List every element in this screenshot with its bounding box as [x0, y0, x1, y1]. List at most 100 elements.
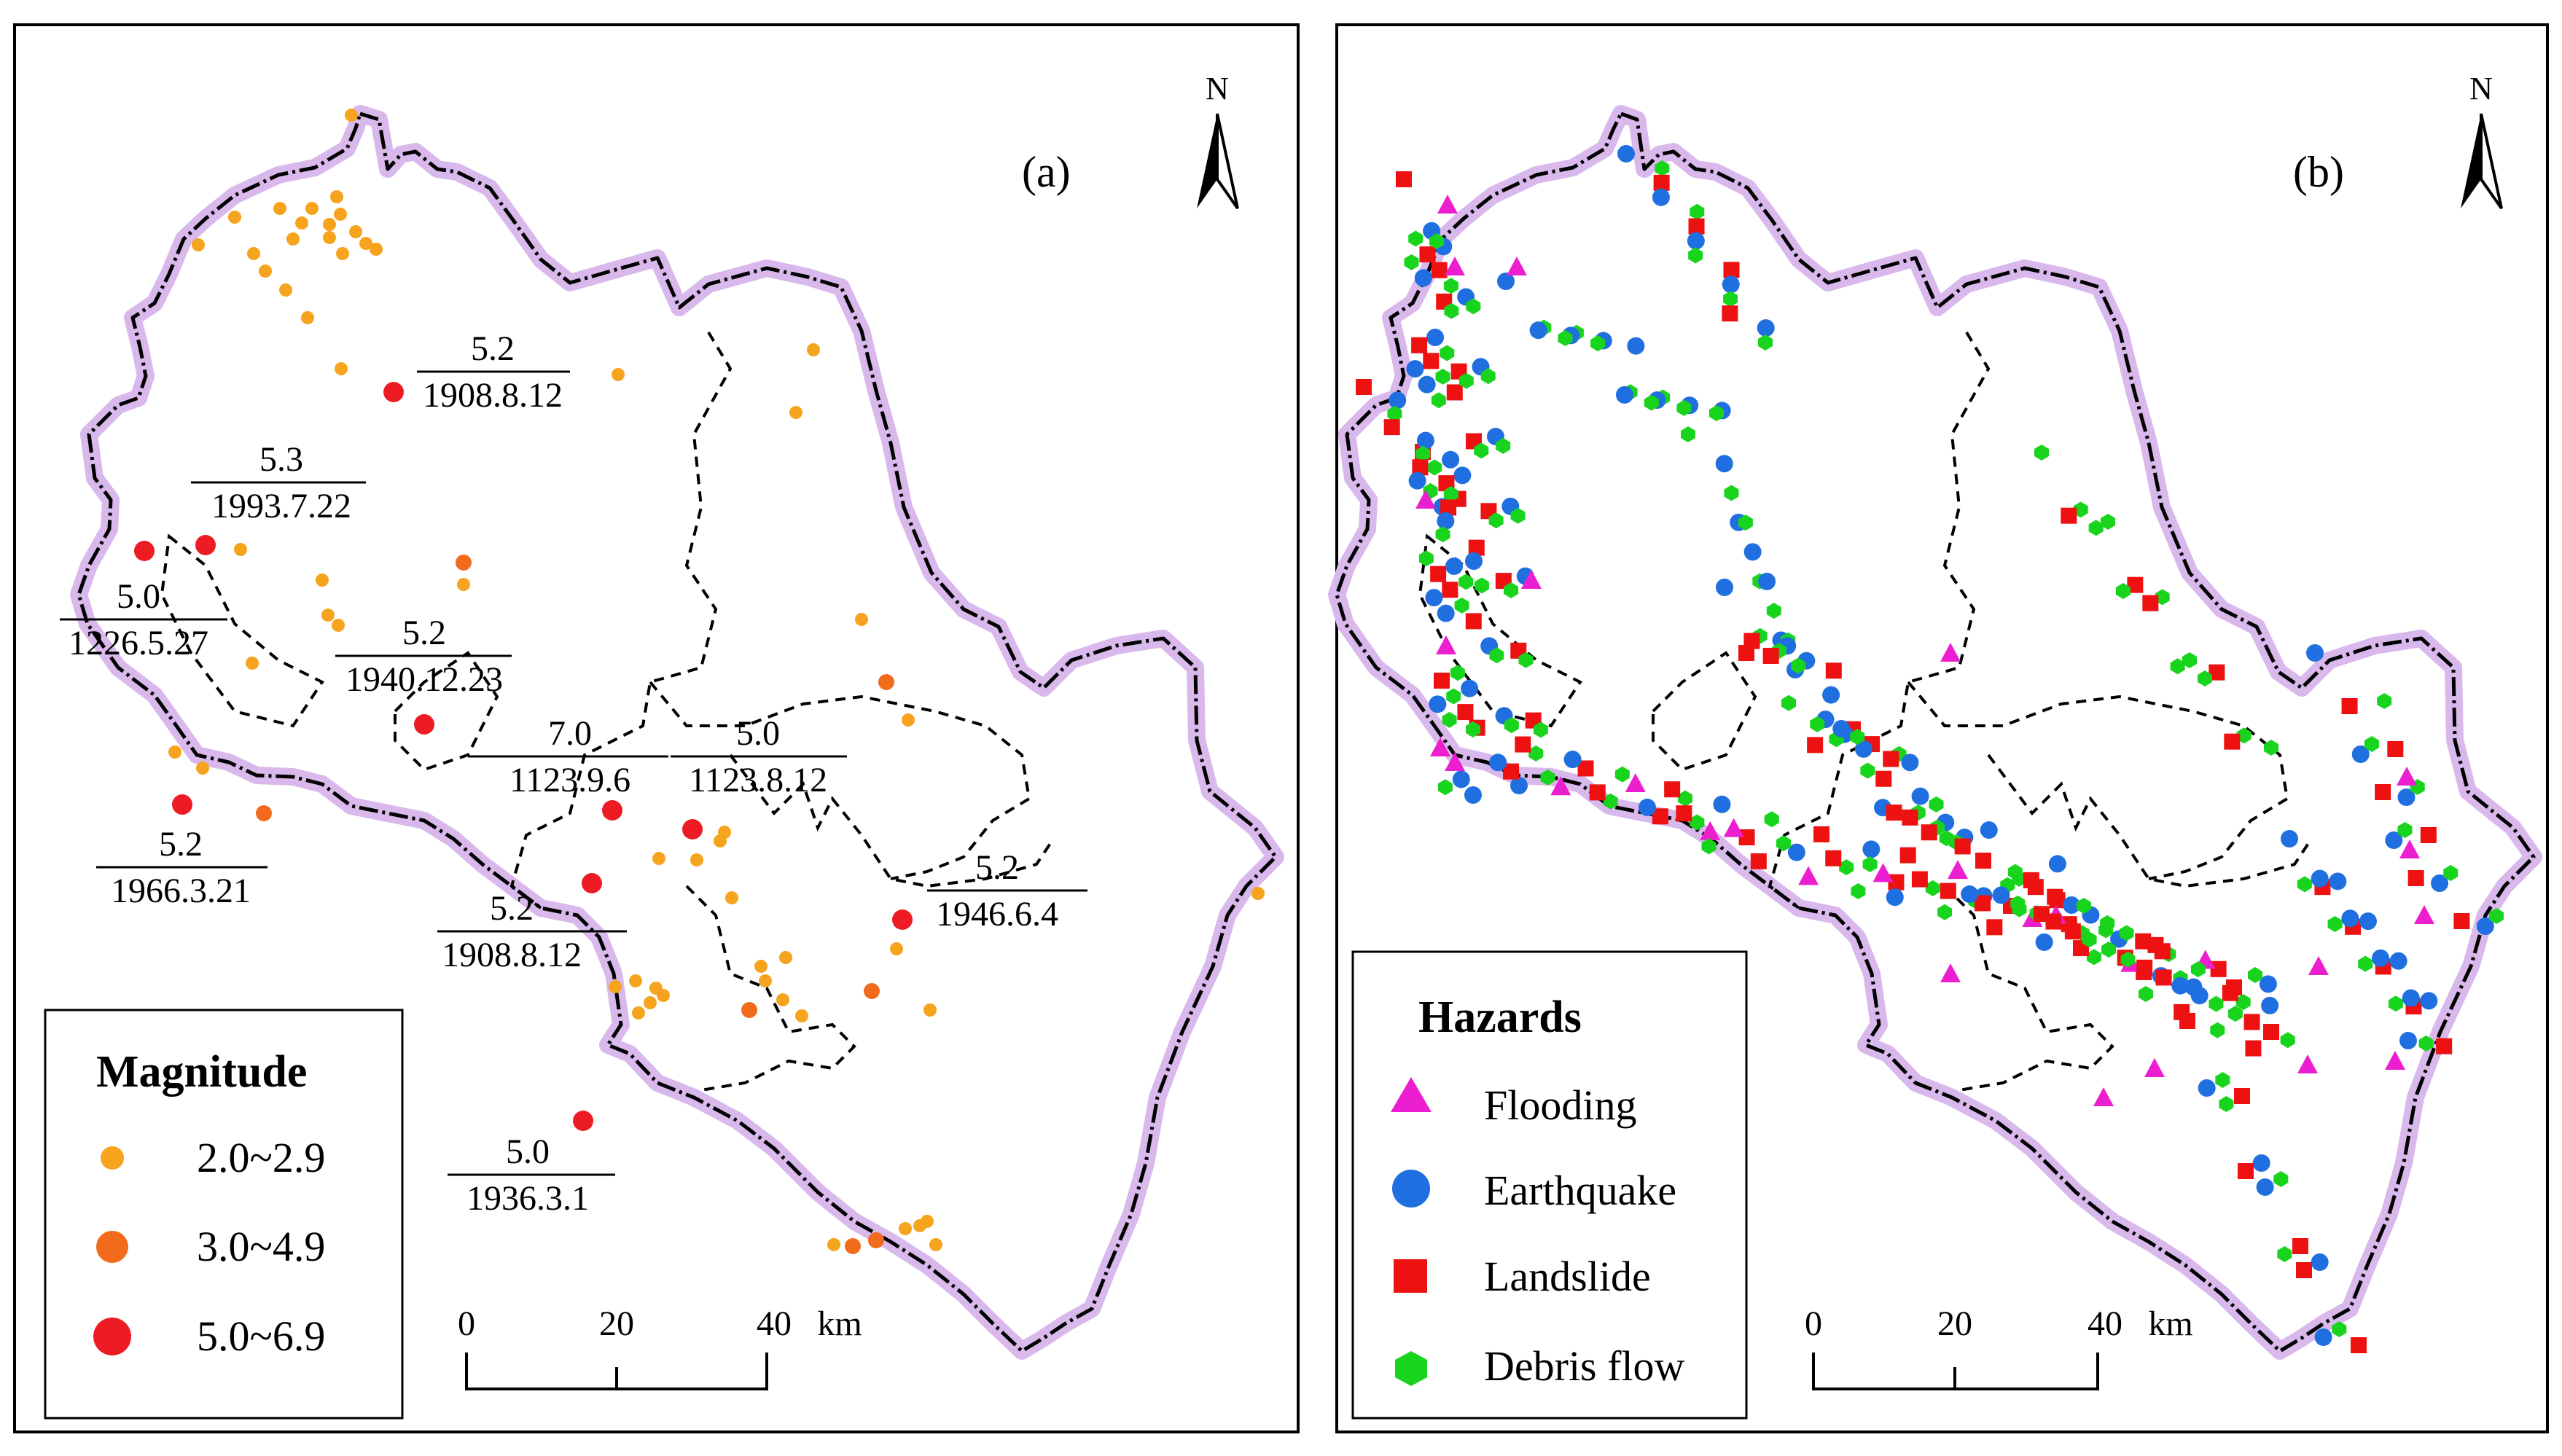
- debris-flow-marker: [1590, 335, 1606, 352]
- landslide-marker: [1750, 853, 1767, 869]
- earthquake-epicenter: [902, 713, 915, 727]
- landslide-marker: [2208, 664, 2225, 681]
- earthquake-marker: [1652, 188, 1670, 206]
- legend-label: 2.0~2.9: [197, 1134, 325, 1181]
- debris-flow-marker: [1429, 233, 1444, 249]
- flooding-marker: [1521, 570, 1542, 589]
- earthquake-epicenter: [582, 873, 602, 893]
- debris-flow-marker: [2332, 1321, 2347, 1337]
- landslide-marker: [1875, 770, 1892, 787]
- earthquake-marker: [2372, 949, 2390, 967]
- legend-title: Magnitude: [96, 1047, 307, 1097]
- earthquake-marker: [2399, 1032, 2417, 1049]
- scale-bar: 0 20 40 km: [1805, 1304, 2193, 1390]
- earthquake-epicenter: [305, 202, 319, 215]
- earthquake-marker: [2397, 788, 2415, 806]
- landslide-marker: [1434, 673, 1450, 689]
- earthquake-marker: [2063, 896, 2080, 914]
- legend-label: Flooding: [1484, 1081, 1637, 1129]
- earthquake-marker: [2281, 830, 2298, 848]
- debris-flow-marker: [2377, 693, 2392, 709]
- earthquake-marker: [2256, 1178, 2274, 1196]
- earthquake-epicenter: [332, 619, 345, 632]
- earthquake-marker: [1437, 604, 1455, 622]
- map-panel-b: (b) N 0 20 40 km Hazards Flooding Earthq…: [1335, 23, 2549, 1433]
- debris-flow-marker: [2101, 514, 2115, 530]
- earthquake-epicenter: [779, 951, 792, 964]
- debris-flow-marker: [2198, 670, 2212, 686]
- earthquake-marker: [1489, 754, 1507, 772]
- debris-flow-marker: [2208, 995, 2224, 1012]
- debris-flow-marker: [2034, 445, 2049, 461]
- legend-swatch-large: [93, 1318, 131, 1355]
- earthquake-marker: [2431, 874, 2449, 892]
- flooding-marker: [1872, 863, 1894, 882]
- flooding-marker: [1550, 776, 1571, 796]
- earthquake-marker: [1627, 337, 1645, 355]
- earthquake-epicenter: [632, 1006, 645, 1019]
- event-date: 1123.9.6: [509, 761, 630, 799]
- svg-text:N: N: [1206, 71, 1229, 106]
- event-date: 1908.8.12: [442, 936, 582, 974]
- debris-flow-marker: [2397, 822, 2413, 838]
- earthquake-marker: [1429, 695, 1447, 713]
- landslide-marker: [1975, 895, 1991, 912]
- earthquake-marker: [1687, 232, 1705, 250]
- debris-flow-marker: [1415, 445, 1431, 462]
- debris-flow-marker: [1466, 298, 1481, 315]
- event-date: 1936.3.1: [466, 1179, 589, 1218]
- landslide-marker: [1911, 871, 1928, 888]
- landslide-marker: [1954, 838, 1971, 855]
- landslide-marker: [1383, 419, 1400, 436]
- earthquake-epicenter: [256, 805, 272, 821]
- scale-tick-20: 20: [1937, 1304, 1972, 1343]
- earthquake-epicenter: [295, 216, 308, 230]
- debris-flow-marker: [1603, 793, 1618, 810]
- landslide-marker: [1515, 736, 1531, 753]
- earthquake-epicenter: [759, 974, 772, 987]
- debris-flow-marker: [1440, 345, 1455, 361]
- debris-flow-marker: [1474, 577, 1489, 594]
- earthquake-marker: [2190, 987, 2208, 1005]
- debris-flow-marker: [1437, 779, 1453, 796]
- earthquake-marker: [2171, 976, 2190, 995]
- flooding-marker: [1445, 257, 1465, 275]
- earthquake-epicenter: [892, 909, 913, 930]
- earthquake-epicenter: [644, 996, 657, 1009]
- earthquake-marker: [1713, 795, 1731, 813]
- event-date: 1123.8.12: [689, 761, 827, 799]
- earthquake-marker: [2402, 989, 2420, 1007]
- landslide-marker: [2296, 1262, 2312, 1278]
- debris-flow-marker: [2280, 1032, 2295, 1049]
- landslide-marker: [1430, 565, 1447, 582]
- earthquake-epicenter: [795, 1009, 808, 1022]
- debris-flow-marker: [2190, 961, 2206, 978]
- earthquake-marker: [1510, 777, 1528, 794]
- map-panel-a: 5.2 1908.8.12 5.3 1993.7.22 5.0 1226.5.27 5.2 1…: [13, 23, 1300, 1433]
- landslide-marker: [2136, 959, 2153, 976]
- earthquake-epicenter: [345, 109, 358, 122]
- landslide-marker: [1883, 751, 1899, 767]
- earthquake-epicenter: [330, 190, 343, 203]
- debris-flow-marker: [1450, 665, 1465, 681]
- sub-basin-boundaries: [160, 331, 1052, 1092]
- earthquake-marker: [1452, 770, 1470, 788]
- earthquake-marker: [1464, 786, 1482, 804]
- debris-flow-marker: [1458, 372, 1474, 389]
- hexagon-icon: [1395, 1351, 1427, 1386]
- hazard-points: [1356, 145, 2504, 1353]
- debris-flow-marker: [1644, 394, 1659, 411]
- debris-flow-marker: [1466, 721, 1480, 737]
- earthquake-marker: [2252, 1154, 2270, 1172]
- event-magnitude: 5.2: [490, 889, 534, 928]
- debris-flow-marker: [2088, 520, 2104, 536]
- landslide-marker: [1411, 337, 1428, 353]
- north-arrow-icon: N: [1197, 71, 1239, 210]
- landslide-marker: [2023, 872, 2039, 888]
- event-magnitude: 5.2: [402, 614, 446, 652]
- debris-flow-marker: [1387, 405, 1402, 422]
- earthquake-marker: [1743, 543, 1762, 561]
- earthquake-epicenter: [878, 674, 894, 690]
- earthquake-marker: [1886, 888, 1904, 907]
- earthquake-marker: [2314, 1328, 2332, 1346]
